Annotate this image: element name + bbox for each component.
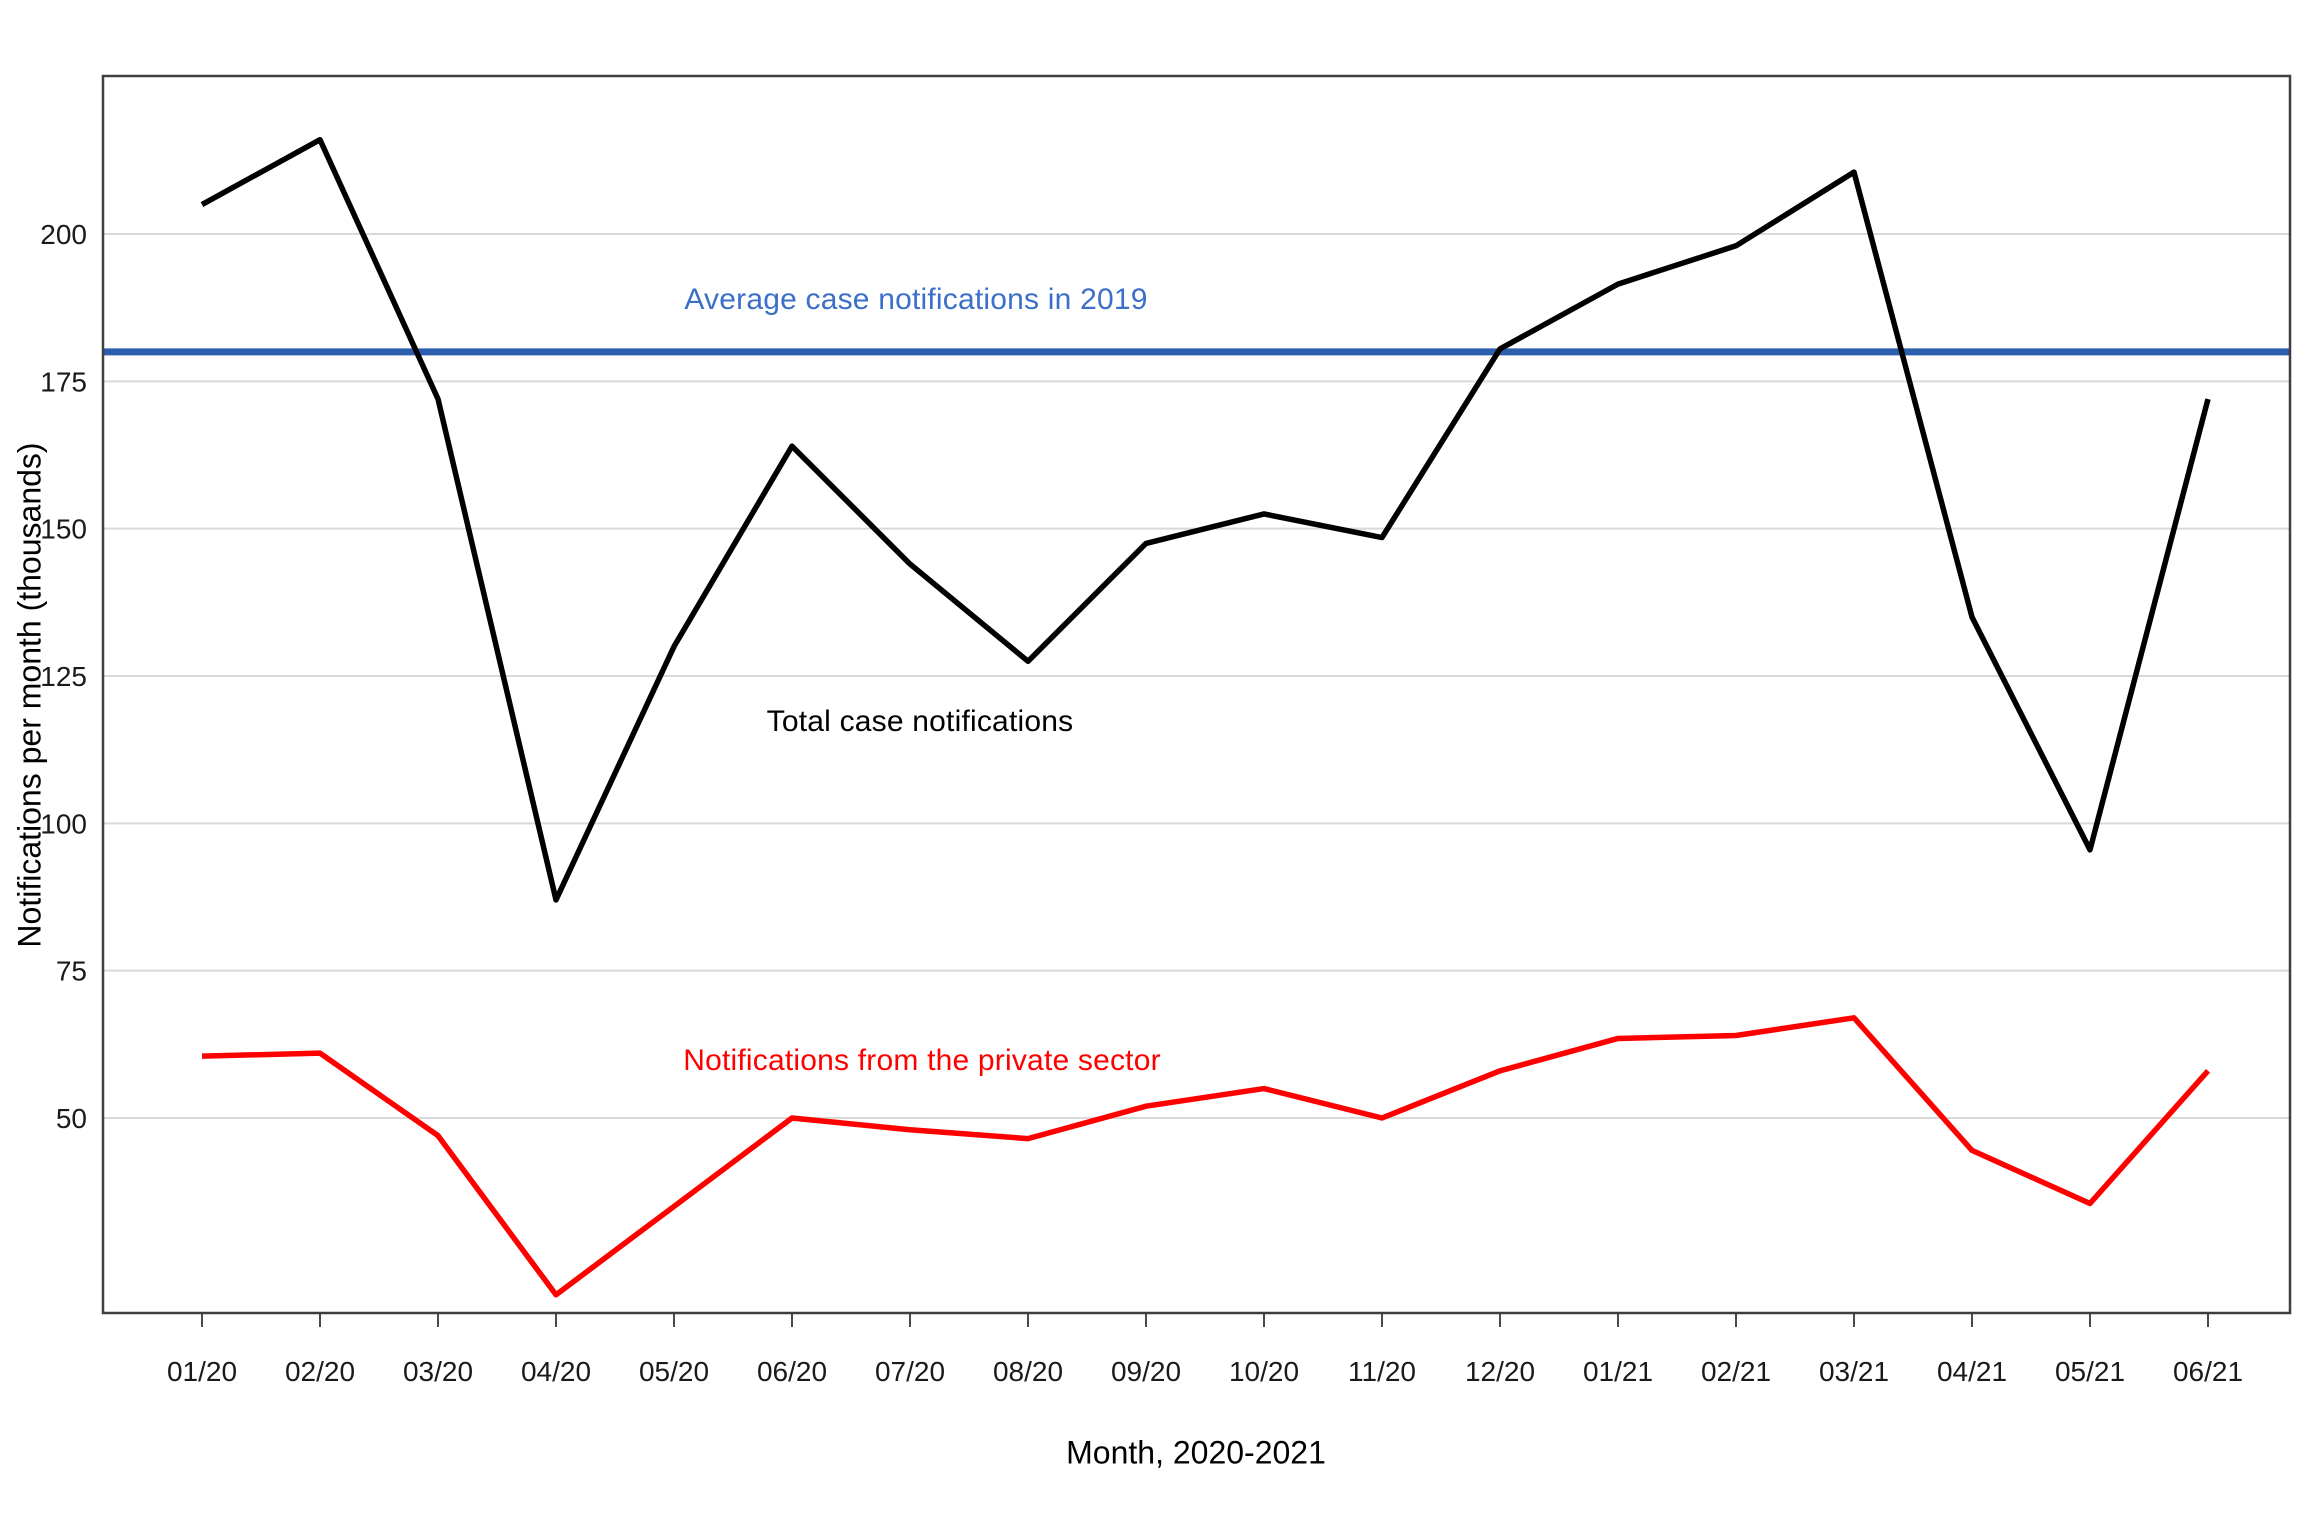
x-tick-label: 11/20 [1348,1356,1416,1387]
x-tick-label: 05/21 [2055,1356,2125,1387]
x-tick-label: 02/20 [285,1356,355,1387]
y-axis-title: Notifications per month (thousands) [11,442,48,948]
x-tick-label: 04/20 [521,1356,591,1387]
x-tick-label: 09/20 [1111,1356,1181,1387]
x-tick-label: 08/20 [993,1356,1063,1387]
x-tick-label: 03/20 [403,1356,473,1387]
x-tick-label: 03/21 [1819,1356,1889,1387]
x-tick-label: 01/21 [1583,1356,1653,1387]
x-tick-label: 05/20 [639,1356,709,1387]
x-tick-label: 10/20 [1229,1356,1299,1387]
x-tick-label: 04/21 [1937,1356,2007,1387]
panel-border [101,74,2292,1315]
series-line-private-sector [201,1015,2211,1298]
x-tick-label: 07/20 [875,1356,945,1387]
y-tick-label: 150 [40,514,87,545]
x-tick-label: 02/21 [1701,1356,1771,1387]
y-tick-label: 75 [56,956,87,987]
series-line-total [200,136,2211,903]
x-tick-label: 06/20 [757,1356,827,1387]
annotation-average-2019: Average case notifications in 2019 [684,283,1148,316]
annotation-total-series: Total case notifications [766,705,1074,738]
x-tick-label: 01/20 [167,1356,237,1387]
y-tick-label: 50 [56,1103,87,1134]
y-tick-label: 175 [40,366,87,397]
y-tick-label: 100 [40,808,87,839]
y-tick-label: 200 [40,219,87,250]
x-axis-title: Month, 2020-2021 [1066,1434,1326,1471]
x-tick-label: 12/20 [1465,1356,1535,1387]
y-tick-label: 125 [40,661,87,692]
x-tick-label: 06/21 [2173,1356,2243,1387]
annotation-private-series: Notifications from the private sector [683,1044,1161,1077]
